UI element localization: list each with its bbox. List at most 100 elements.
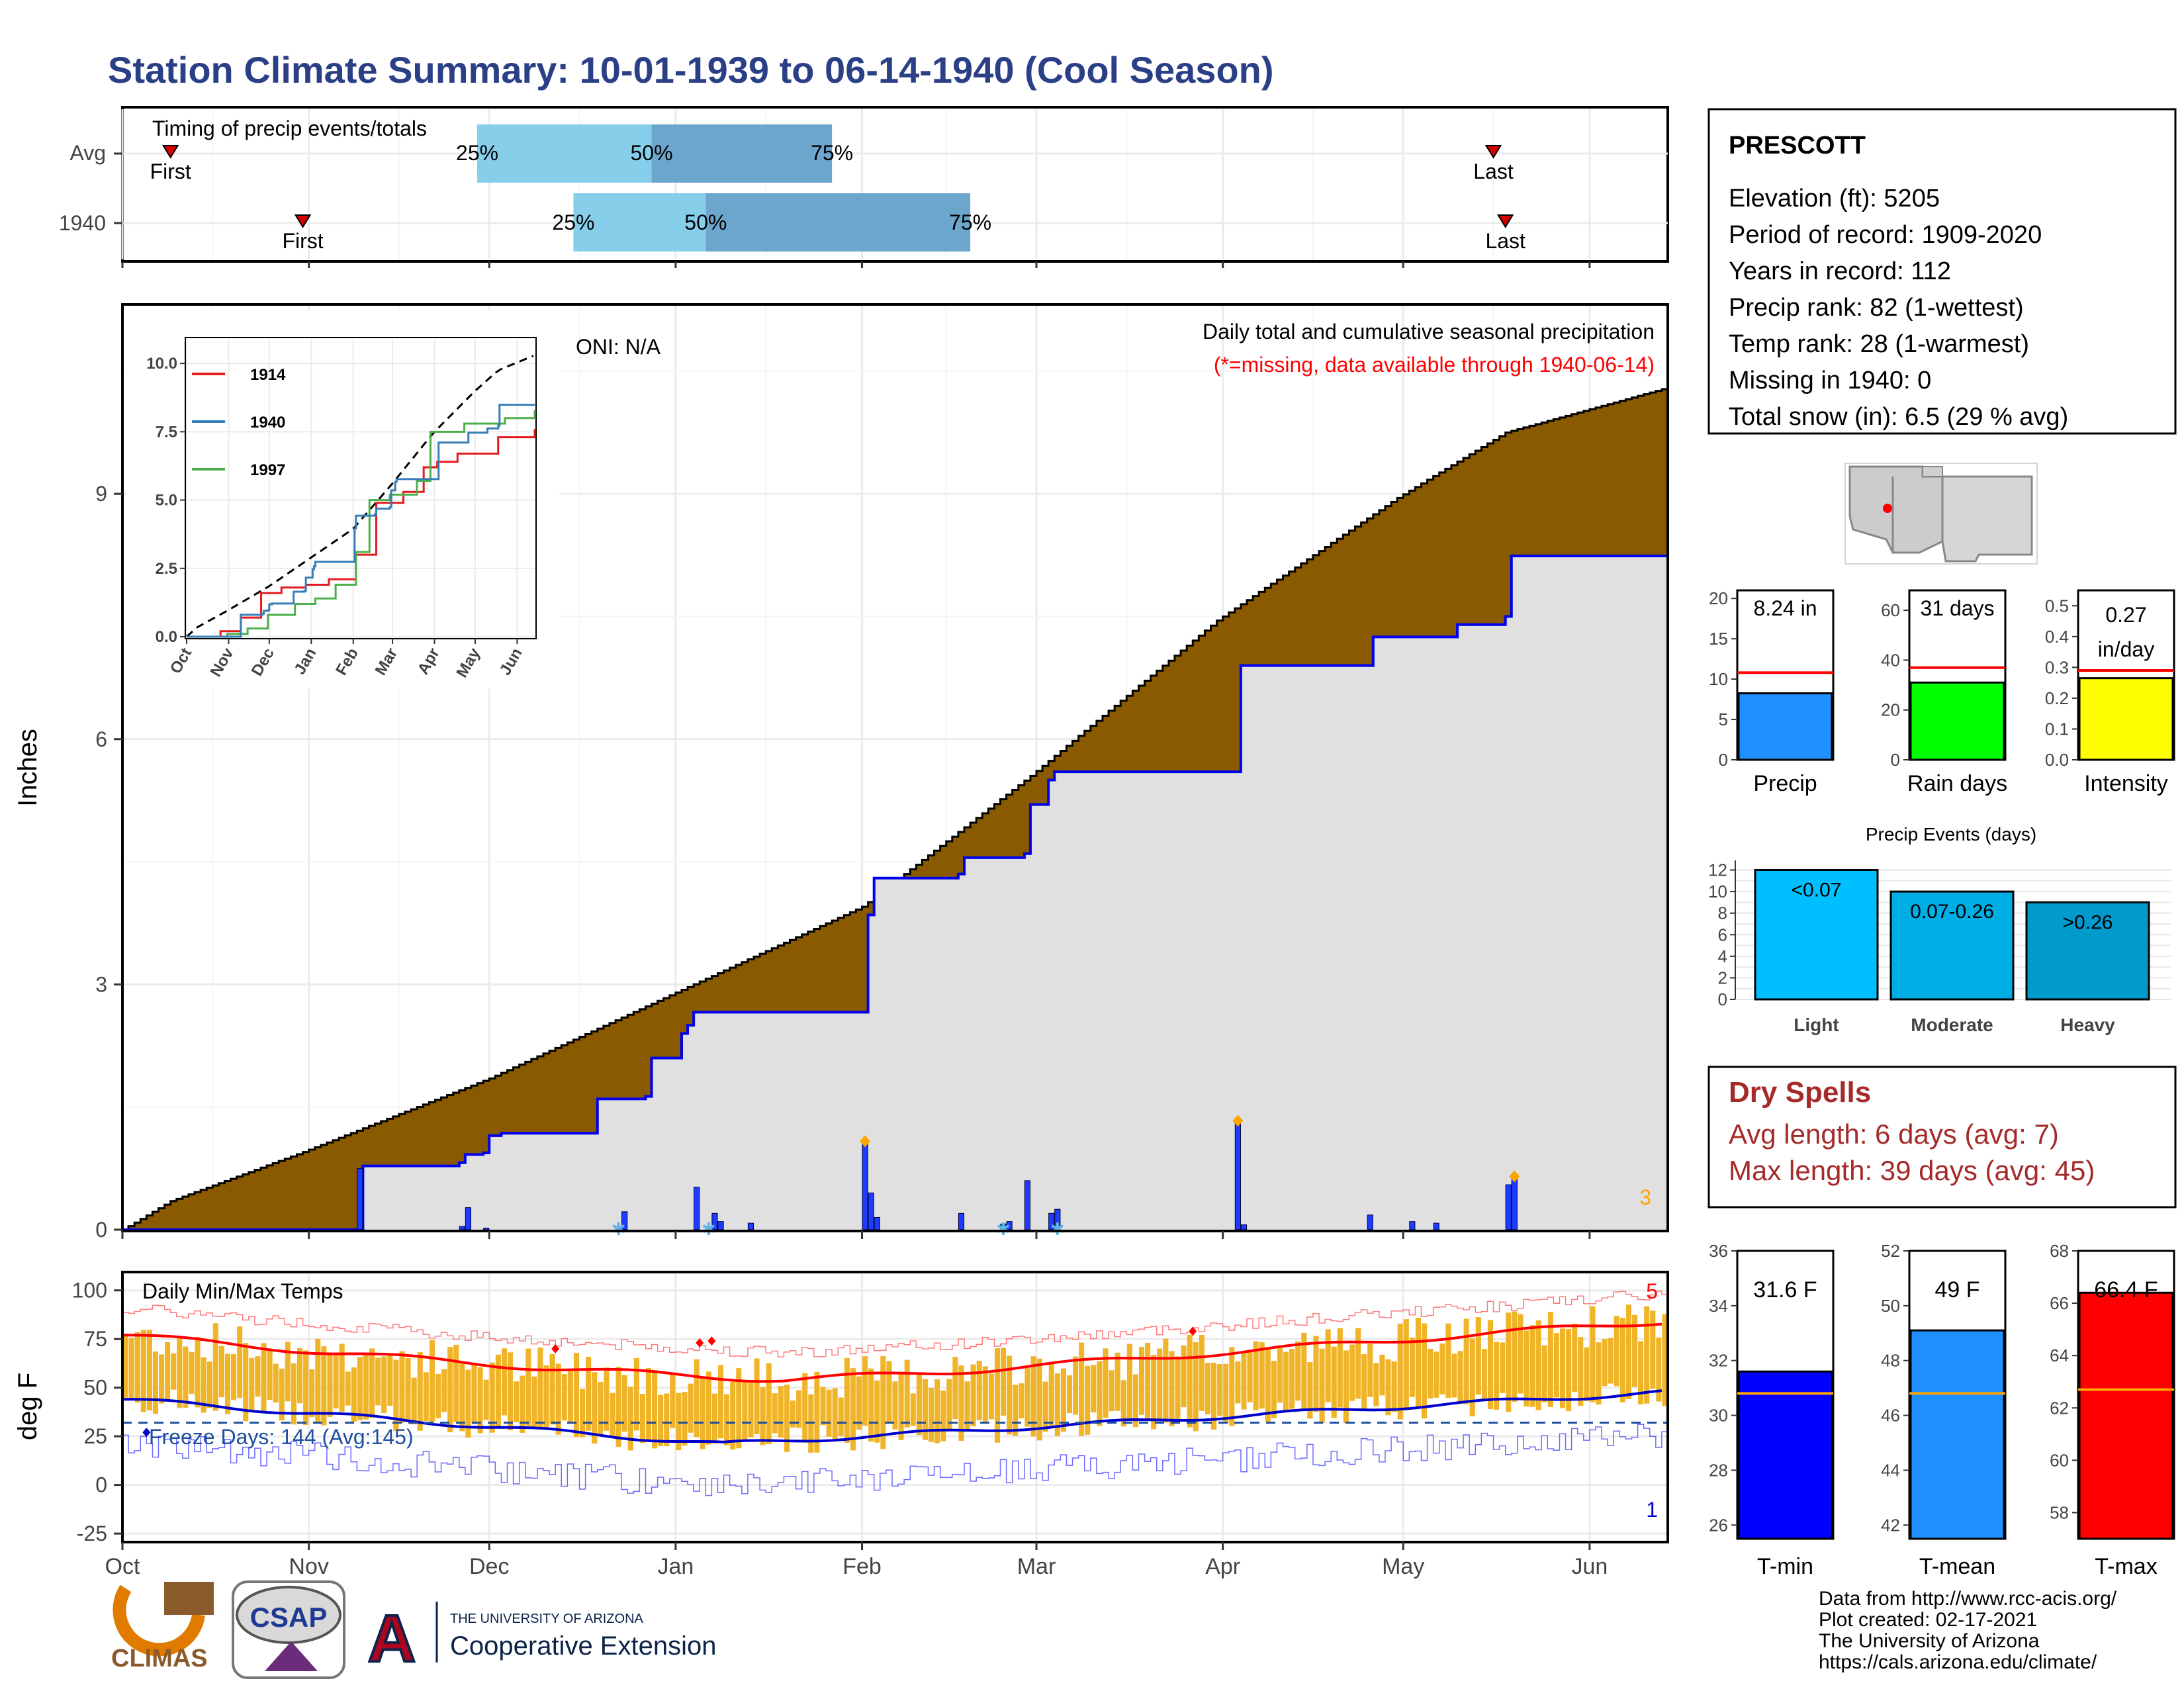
daily-temp-bar	[218, 1346, 224, 1398]
timing-row-1940-label: 1940	[59, 211, 106, 235]
inset-line-1940	[187, 404, 535, 638]
daily-temp-bar	[892, 1381, 898, 1430]
daily-temp-bar	[189, 1351, 195, 1394]
daily-temp-bar	[886, 1361, 892, 1422]
daily-temp-bar	[736, 1368, 742, 1449]
daily-temp-bar	[1469, 1338, 1475, 1417]
mini-bar-ytick-label: 20	[1881, 700, 1900, 720]
mini-bar-ytick-label: 0	[1891, 750, 1900, 770]
daily-temp-bar	[429, 1340, 435, 1422]
daily-temp-bar	[1115, 1352, 1120, 1411]
month-label: Dec	[469, 1554, 509, 1579]
daily-temp-bar	[1030, 1356, 1036, 1437]
daily-temp-bar	[1007, 1355, 1013, 1435]
timing-event-label: Last	[1485, 229, 1525, 253]
daily-temp-bar	[1229, 1347, 1235, 1426]
inset-line-1997	[187, 410, 536, 638]
daily-precip-bar	[862, 1143, 868, 1230]
daily-precip-bar	[694, 1187, 700, 1230]
ua-small-text: THE UNIVERSITY OF ARIZONA	[450, 1612, 644, 1626]
daily-temp-bar	[1644, 1306, 1650, 1404]
daily-temp-bar	[790, 1400, 796, 1428]
events-bar	[2025, 901, 2150, 1001]
daily-temp-bar	[201, 1357, 206, 1413]
snow-marker: ✱	[702, 1219, 716, 1239]
events-ytick-label: 2	[1718, 968, 1727, 987]
temp-ytick-label: 100	[72, 1279, 107, 1303]
daily-temp-bar	[411, 1377, 417, 1425]
csap-logo: CSAP	[232, 1580, 345, 1679]
timing-p50-label: 50%	[631, 141, 673, 165]
daily-temp-bar	[483, 1379, 489, 1420]
daily-temp-bar	[940, 1390, 946, 1441]
daily-temp-bar	[621, 1375, 627, 1432]
daily-temp-bar	[507, 1352, 514, 1431]
daily-temp-bar	[1445, 1323, 1451, 1398]
month-axis: Oct Nov Dec Jan Feb Mar Apr May Jun	[105, 1231, 1608, 1579]
mini-bar-label: Precip	[1753, 771, 1817, 796]
daily-temp-bar	[303, 1350, 309, 1426]
temp-bar-ytick-label: 52	[1881, 1241, 1900, 1261]
daily-temp-bar	[1625, 1304, 1631, 1399]
timing-panel: Timing of precip events/totals Avg 1940 …	[59, 106, 1669, 268]
daily-temp-bar	[1506, 1312, 1512, 1412]
temp-bar-ytick-label: 68	[2050, 1241, 2069, 1261]
freeze-days: Freeze Days: 144 (Avg:145)	[149, 1425, 414, 1449]
daily-temp-bar	[1397, 1323, 1403, 1420]
mini-bar-ytick-label: 0	[1719, 750, 1728, 770]
daily-temp-bar	[676, 1393, 682, 1451]
temp-ytick-label: 25	[83, 1424, 107, 1448]
mini-bar-label: Intensity	[2084, 771, 2168, 796]
mini-bar-fill	[2078, 677, 2174, 761]
daily-temp-bar	[982, 1366, 988, 1424]
daily-temp-bar	[1361, 1354, 1367, 1409]
timing-event-label: First	[150, 160, 191, 183]
daily-temp-bar	[177, 1338, 183, 1408]
timing-event-marker	[294, 214, 312, 228]
daily-temp-bar	[826, 1389, 832, 1437]
location-map	[1844, 463, 2038, 565]
precip-subtitle: Daily total and cumulative seasonal prec…	[1203, 320, 1655, 343]
daily-temp-bar	[802, 1373, 808, 1443]
daily-temp-bar	[688, 1383, 694, 1433]
month-label: Apr	[1205, 1554, 1240, 1579]
daily-temp-bar	[309, 1369, 315, 1418]
credit-line: The University of Arizona	[1819, 1630, 2040, 1652]
credit-line: Data from http://www.rcc-acis.org/	[1819, 1588, 2117, 1610]
mini-bar-fill	[1909, 681, 2005, 761]
daily-temp-bar	[772, 1393, 778, 1434]
daily-temp-bar	[645, 1367, 652, 1442]
timing-bar-q25-q50	[573, 193, 706, 251]
record-high-marker	[707, 1336, 716, 1346]
daily-precip-bar	[459, 1226, 465, 1230]
daily-temp-bar	[465, 1369, 471, 1438]
daily-temp-bar	[1193, 1342, 1199, 1432]
precip-ytick-label: 6	[95, 727, 107, 751]
station-location-dot	[1883, 504, 1892, 513]
temp-bar-value: 49 F	[1934, 1277, 1979, 1303]
daily-temp-bar	[639, 1393, 645, 1443]
daily-precip-bar	[717, 1221, 724, 1230]
record-high-marker	[1189, 1326, 1197, 1336]
oni-label: ONI: N/A	[576, 335, 661, 359]
daily-temp-bar	[1019, 1383, 1024, 1419]
daily-temp-bar	[748, 1381, 754, 1438]
dry-spells-avg: Avg length: 6 days (avg: 7)	[1729, 1119, 2059, 1150]
daily-temp-bar	[1145, 1342, 1151, 1421]
daily-temp-bar	[1487, 1320, 1494, 1410]
daily-temp-bar	[1235, 1361, 1241, 1404]
daily-temp-bar	[1036, 1358, 1042, 1441]
events-bar	[1754, 869, 1879, 1001]
daily-temp-bar	[820, 1387, 826, 1426]
daily-temp-bar	[555, 1363, 561, 1435]
precip-count: 3	[1639, 1185, 1651, 1209]
daily-temp-bar	[399, 1351, 405, 1423]
mini-bar-ytick-label: 20	[1709, 588, 1728, 608]
daily-temp-bar	[206, 1361, 212, 1408]
daily-temp-bar	[1638, 1341, 1644, 1405]
daily-temp-bar	[1253, 1341, 1259, 1410]
daily-precip-bar	[1024, 1180, 1030, 1230]
daily-temp-bar	[1631, 1314, 1638, 1387]
daily-temp-bar	[393, 1359, 399, 1432]
